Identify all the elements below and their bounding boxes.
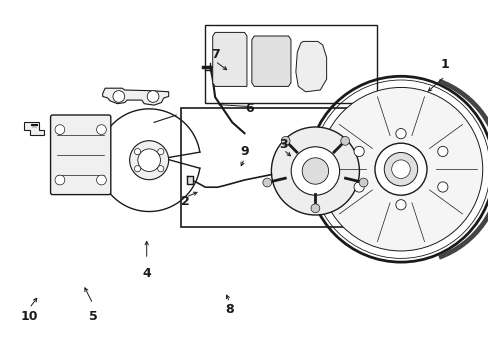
Circle shape	[395, 129, 405, 139]
Polygon shape	[102, 88, 168, 105]
Circle shape	[97, 175, 106, 185]
Circle shape	[291, 147, 339, 195]
Text: 7: 7	[210, 48, 219, 60]
Polygon shape	[295, 41, 326, 92]
Circle shape	[134, 149, 141, 155]
Circle shape	[147, 91, 159, 102]
Circle shape	[437, 182, 447, 192]
Circle shape	[271, 127, 359, 215]
Text: 4: 4	[142, 267, 151, 280]
Circle shape	[55, 125, 65, 135]
Text: 2: 2	[181, 195, 190, 208]
Text: 10: 10	[20, 310, 38, 323]
Circle shape	[391, 160, 409, 179]
Circle shape	[157, 149, 163, 155]
Circle shape	[358, 178, 367, 187]
Polygon shape	[187, 176, 193, 184]
Polygon shape	[212, 32, 246, 86]
Polygon shape	[251, 36, 290, 86]
Text: 3: 3	[279, 138, 287, 150]
Text: 1: 1	[440, 58, 448, 71]
Text: 8: 8	[225, 303, 234, 316]
Circle shape	[353, 182, 364, 192]
Circle shape	[395, 200, 405, 210]
Circle shape	[374, 143, 426, 195]
Circle shape	[340, 136, 349, 145]
Circle shape	[263, 178, 271, 187]
Circle shape	[310, 204, 319, 213]
Text: 9: 9	[240, 145, 248, 158]
Bar	[181, 108, 395, 227]
FancyBboxPatch shape	[50, 115, 111, 195]
Circle shape	[281, 136, 289, 145]
Circle shape	[319, 87, 482, 251]
Circle shape	[97, 125, 106, 135]
Text: 6: 6	[244, 102, 253, 114]
Circle shape	[353, 146, 364, 157]
Circle shape	[55, 175, 65, 185]
Circle shape	[157, 166, 163, 172]
Circle shape	[129, 141, 168, 180]
Text: 5: 5	[88, 310, 97, 323]
Circle shape	[302, 158, 328, 184]
Circle shape	[138, 149, 160, 171]
Bar	[205, 25, 376, 103]
Polygon shape	[24, 122, 44, 135]
Circle shape	[384, 153, 417, 186]
Circle shape	[113, 91, 124, 102]
Circle shape	[437, 146, 447, 157]
Circle shape	[134, 166, 141, 172]
